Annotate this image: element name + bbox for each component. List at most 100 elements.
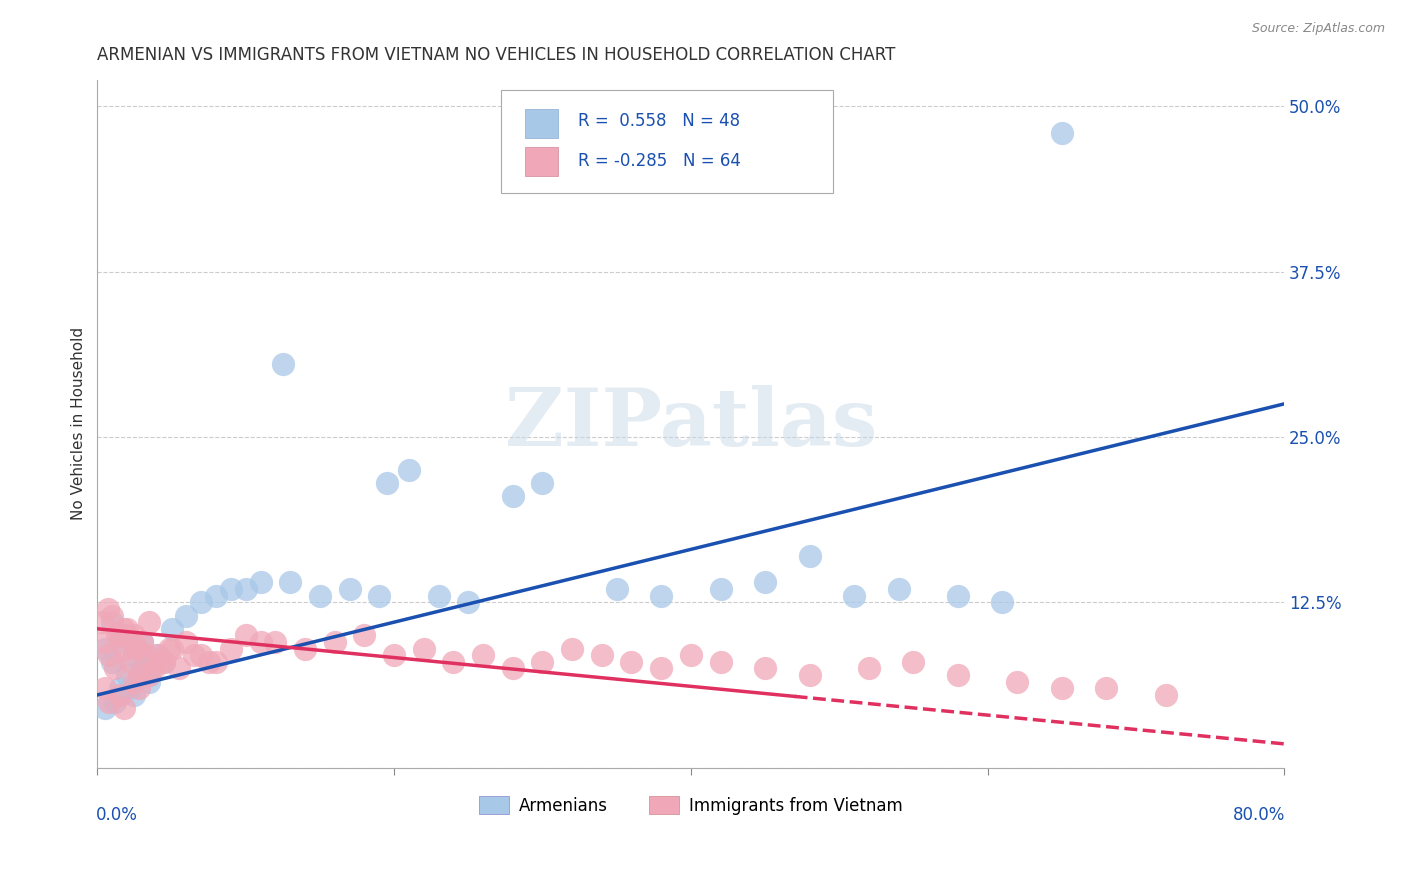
FancyBboxPatch shape	[524, 109, 558, 138]
Point	[101, 615, 124, 629]
Point	[127, 641, 149, 656]
Point	[502, 661, 524, 675]
Text: R = -0.285   N = 64: R = -0.285 N = 64	[578, 152, 741, 169]
Point	[650, 661, 672, 675]
Point	[278, 575, 301, 590]
Y-axis label: No Vehicles in Household: No Vehicles in Household	[72, 327, 86, 520]
Point	[903, 655, 925, 669]
Point	[94, 681, 117, 696]
Point	[118, 655, 141, 669]
Point	[138, 615, 160, 629]
Point	[946, 589, 969, 603]
Point	[457, 595, 479, 609]
Point	[754, 575, 776, 590]
Text: ZIPatlas: ZIPatlas	[505, 384, 877, 463]
Point	[799, 549, 821, 563]
Point	[121, 635, 143, 649]
Point	[118, 681, 141, 696]
Point	[131, 661, 153, 675]
Point	[249, 575, 271, 590]
Point	[124, 648, 146, 663]
Point	[124, 628, 146, 642]
Point	[650, 589, 672, 603]
Point	[115, 628, 138, 642]
Text: R =  0.558   N = 48: R = 0.558 N = 48	[578, 112, 740, 130]
Point	[398, 463, 420, 477]
Point	[472, 648, 495, 663]
Point	[94, 641, 117, 656]
Point	[235, 582, 257, 596]
Point	[115, 622, 138, 636]
Point	[382, 648, 405, 663]
Point	[94, 701, 117, 715]
Point	[101, 655, 124, 669]
Point	[799, 668, 821, 682]
Point	[167, 661, 190, 675]
Point	[142, 661, 165, 675]
Point	[112, 701, 135, 715]
Point	[131, 635, 153, 649]
Point	[160, 641, 183, 656]
Text: ARMENIAN VS IMMIGRANTS FROM VIETNAM NO VEHICLES IN HOUSEHOLD CORRELATION CHART: ARMENIAN VS IMMIGRANTS FROM VIETNAM NO V…	[97, 46, 896, 64]
Point	[176, 635, 198, 649]
Point	[339, 582, 361, 596]
Point	[94, 635, 117, 649]
Point	[531, 655, 554, 669]
Point	[128, 681, 150, 696]
Point	[205, 589, 228, 603]
Point	[709, 582, 731, 596]
Point	[124, 674, 146, 689]
Point	[309, 589, 332, 603]
Point	[368, 589, 391, 603]
Point	[531, 476, 554, 491]
Legend: Armenians, Immigrants from Vietnam: Armenians, Immigrants from Vietnam	[472, 789, 910, 822]
Point	[135, 648, 157, 663]
Point	[128, 668, 150, 682]
Point	[111, 622, 134, 636]
Point	[98, 694, 121, 708]
Point	[108, 681, 131, 696]
Point	[101, 608, 124, 623]
Point	[138, 668, 160, 682]
Point	[709, 655, 731, 669]
Point	[98, 648, 121, 663]
Point	[190, 648, 212, 663]
Point	[1050, 681, 1073, 696]
Point	[235, 628, 257, 642]
Point	[138, 674, 160, 689]
Point	[219, 641, 242, 656]
Point	[294, 641, 316, 656]
Point	[134, 661, 156, 675]
Point	[375, 476, 398, 491]
Point	[443, 655, 465, 669]
Point	[427, 589, 450, 603]
Point	[591, 648, 613, 663]
Point	[157, 641, 180, 656]
FancyBboxPatch shape	[501, 90, 834, 194]
Point	[104, 661, 127, 675]
Point	[271, 357, 294, 371]
Point	[219, 582, 242, 596]
Point	[124, 688, 146, 702]
Point	[264, 635, 287, 649]
Point	[138, 668, 160, 682]
Point	[105, 628, 128, 642]
Text: 80.0%: 80.0%	[1233, 805, 1285, 823]
Point	[197, 655, 219, 669]
Point	[1005, 674, 1028, 689]
Point	[754, 661, 776, 675]
Point	[153, 655, 176, 669]
Point	[323, 635, 346, 649]
Point	[991, 595, 1014, 609]
Point	[842, 589, 865, 603]
Point	[97, 602, 120, 616]
Point	[108, 688, 131, 702]
Point	[145, 648, 167, 663]
Point	[620, 655, 643, 669]
Point	[190, 595, 212, 609]
Point	[149, 655, 172, 669]
Point	[153, 655, 176, 669]
Point	[946, 668, 969, 682]
Point	[145, 648, 167, 663]
Point	[249, 635, 271, 649]
